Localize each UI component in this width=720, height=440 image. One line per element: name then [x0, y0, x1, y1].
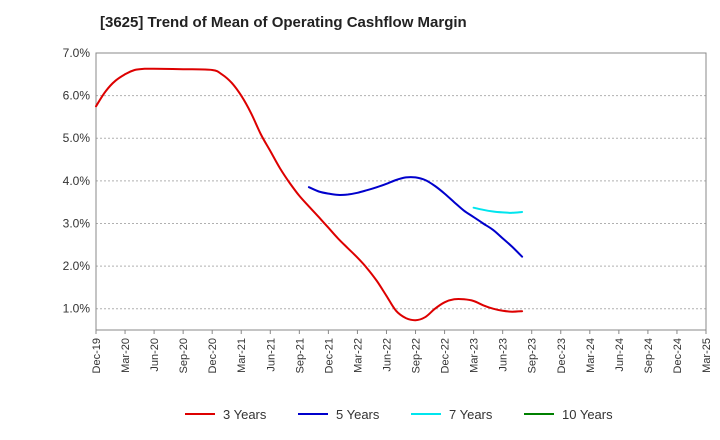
x-tick-label: Dec-19 [91, 338, 103, 373]
x-tick-label: Sep-23 [527, 338, 539, 373]
x-tick-label: Mar-21 [236, 338, 248, 373]
legend-label-3-years: 3 Years [223, 407, 267, 422]
legend-label-10-years: 10 Years [562, 407, 613, 422]
x-tick-label: Mar-20 [120, 338, 132, 373]
x-tick-label: Dec-23 [556, 338, 568, 373]
series-line-5-years [307, 176, 524, 258]
series-line-7-years [472, 206, 524, 214]
x-tick-label: Jun-22 [381, 338, 393, 372]
x-tick-label: Dec-20 [207, 338, 219, 373]
x-tick-label: Jun-21 [265, 338, 277, 372]
y-tick-label: 1.0% [63, 302, 91, 316]
y-tick-label: 4.0% [63, 174, 91, 188]
legend-label-7-years: 7 Years [449, 407, 493, 422]
x-tick-label: Jun-24 [614, 338, 626, 372]
x-tick-label: Sep-20 [178, 338, 190, 373]
x-tick-label: Dec-24 [672, 338, 684, 373]
x-tick-label: Mar-22 [352, 338, 364, 373]
y-tick-label: 6.0% [63, 89, 91, 103]
x-tick-label: Mar-24 [585, 338, 597, 373]
series-line-3-years [95, 67, 524, 322]
x-tick-label: Sep-21 [294, 338, 306, 373]
chart-title: [3625] Trend of Mean of Operating Cashfl… [100, 14, 467, 31]
x-tick-label: Sep-24 [643, 338, 655, 373]
y-tick-label: 5.0% [63, 131, 91, 145]
x-tick-label: Jun-23 [498, 338, 510, 372]
x-tick-label: Sep-22 [411, 338, 423, 373]
y-tick-label: 7.0% [63, 46, 91, 60]
legend-label-5-years: 5 Years [336, 407, 380, 422]
x-tick-label: Dec-21 [323, 338, 335, 373]
x-tick-label: Jun-20 [149, 338, 161, 372]
x-tick-label: Mar-23 [469, 338, 481, 373]
plot-border [95, 52, 707, 331]
y-tick-label: 2.0% [63, 259, 91, 273]
x-tick-label: Dec-22 [440, 338, 452, 373]
x-tick-label: Mar-25 [701, 338, 713, 373]
y-tick-label: 3.0% [63, 216, 91, 230]
